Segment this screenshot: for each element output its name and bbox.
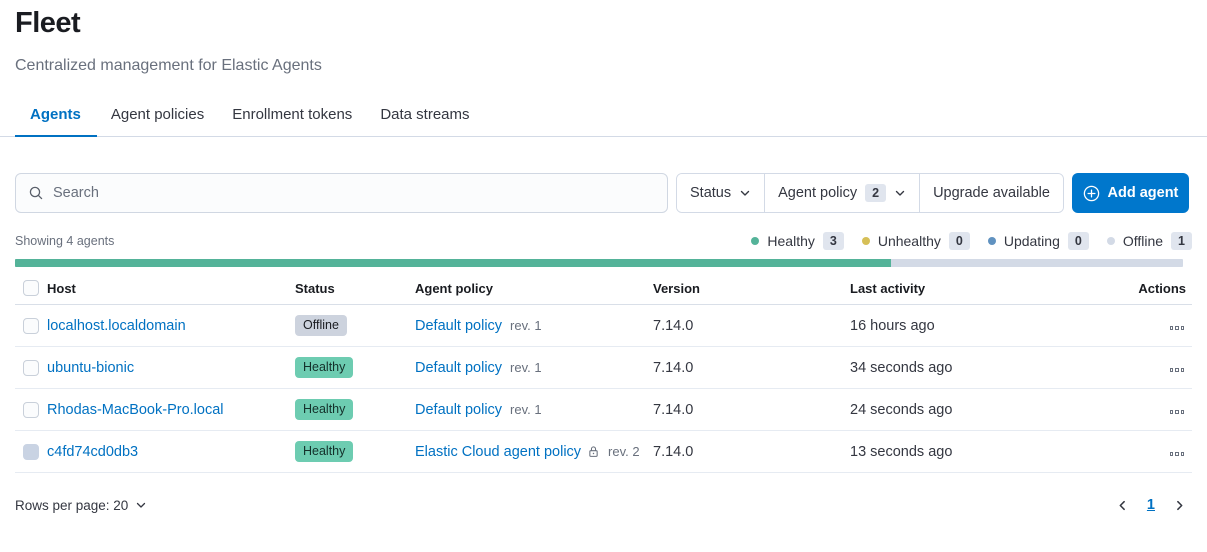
search-icon [28,185,44,201]
agent-policy-link[interactable]: Default policy [415,317,503,334]
legend-item-healthy: Healthy 3 [751,232,844,250]
rows-per-page-selector[interactable]: Rows per page: 20 [15,498,147,513]
status-badge: Healthy [295,356,354,379]
lock-icon [587,445,600,458]
page-number-1[interactable]: 1 [1141,495,1161,515]
filter-group: Status Agent policy 2 Upgrade available [676,173,1064,213]
unhealthy-count-badge: 0 [948,232,970,250]
legend-item-unhealthy: Unhealthy 0 [861,232,970,250]
legend-label: Updating [1003,233,1060,249]
column-header-version: Version [653,280,700,296]
agent-health-bar [15,259,1183,267]
agent-health-bar-fill [15,259,891,267]
agent-policy-filter-button[interactable]: Agent policy 2 [765,174,921,212]
version-cell: 7.14.0 [653,443,694,460]
tab-data-streams[interactable]: Data streams [380,106,470,123]
chevron-down-icon [135,499,147,511]
health-legend: Healthy 3 Unhealthy 0 Updating 0 Offline… [751,232,1192,250]
page-title: Fleet [15,7,81,39]
healthy-dot-icon [751,237,760,245]
status-filter-label: Status [690,185,732,201]
legend-item-offline: Offline 1 [1106,232,1192,250]
plus-circle-icon [1083,185,1100,202]
unhealthy-dot-icon [861,237,870,245]
row-actions-button[interactable] [1168,364,1187,376]
legend-item-updating: Updating 0 [987,232,1089,250]
tab-enrollment-tokens[interactable]: Enrollment tokens [232,106,353,123]
updating-count-badge: 0 [1067,232,1089,250]
policy-revision: rev. 1 [510,360,542,375]
status-badge: Offline [295,314,347,337]
row-checkbox [23,443,39,460]
tab-bar: Agents Agent policies Enrollment tokens … [0,98,1207,137]
table-row: ubuntu-bionic Healthy Default policy rev… [15,347,1192,389]
page-subtitle: Centralized management for Elastic Agent… [15,57,322,74]
chevron-down-icon [739,187,751,199]
add-agent-button[interactable]: Add agent [1071,173,1189,213]
agent-policy-filter-count: 2 [865,184,887,202]
agent-policy-filter-label: Agent policy [778,185,858,201]
agents-table: Host Status Agent policy Version Last ac… [0,272,1207,473]
healthy-count-badge: 3 [822,232,844,250]
status-badge: Healthy [295,398,354,421]
host-link[interactable]: localhost.localdomain [47,317,186,334]
agent-policy-link[interactable]: Default policy [415,359,503,376]
host-link[interactable]: c4fd74cd0db3 [47,443,139,460]
last-activity-cell: 24 seconds ago [850,401,953,418]
search-box[interactable] [15,173,668,213]
legend-label: Unhealthy [877,233,941,249]
legend-label: Offline [1122,233,1164,249]
policy-revision: rev. 2 [608,444,640,459]
previous-page-button[interactable] [1110,495,1135,516]
version-cell: 7.14.0 [653,317,694,334]
agent-policy-link[interactable]: Default policy [415,401,503,418]
last-activity-cell: 13 seconds ago [850,443,953,460]
search-input[interactable] [53,185,655,201]
table-row: c4fd74cd0db3 Healthy Elastic Cloud agent… [15,431,1192,473]
column-header-host: Host [47,280,76,296]
tab-agent-policies[interactable]: Agent policies [110,106,205,123]
column-header-actions: Actions [1138,280,1186,296]
offline-dot-icon [1106,237,1115,245]
table-row: Rhodas-MacBook-Pro.local Healthy Default… [15,389,1192,431]
table-header-row: Host Status Agent policy Version Last ac… [15,272,1192,305]
column-header-agent-policy: Agent policy [415,280,494,296]
showing-agents-count: Showing 4 agents [15,234,115,248]
version-cell: 7.14.0 [653,401,694,418]
upgrade-available-label: Upgrade available [933,185,1050,201]
host-link[interactable]: ubuntu-bionic [47,359,135,376]
pagination: 1 [1110,495,1192,516]
column-header-last-activity: Last activity [850,280,926,296]
upgrade-available-filter-button[interactable]: Upgrade available [920,174,1063,212]
chevron-down-icon [894,187,906,199]
toolbar: Status Agent policy 2 Upgrade available … [15,173,1192,213]
policy-revision: rev. 1 [510,318,542,333]
host-link[interactable]: Rhodas-MacBook-Pro.local [47,401,224,418]
agent-policy-link[interactable]: Elastic Cloud agent policy [415,443,582,460]
tab-agents[interactable]: Agents [15,98,97,137]
updating-dot-icon [987,237,996,245]
add-agent-label: Add agent [1107,185,1179,201]
row-checkbox[interactable] [23,317,39,334]
row-actions-button[interactable] [1168,448,1187,460]
next-page-button[interactable] [1167,495,1192,516]
status-filter-button[interactable]: Status [677,174,766,212]
policy-revision: rev. 1 [510,402,542,417]
row-actions-button[interactable] [1168,322,1187,334]
table-row: localhost.localdomain Offline Default po… [15,305,1192,347]
row-checkbox[interactable] [23,401,39,418]
row-actions-button[interactable] [1168,406,1187,418]
version-cell: 7.14.0 [653,359,694,376]
status-badge: Healthy [295,440,354,463]
rows-per-page-label: Rows per page: 20 [15,497,129,513]
last-activity-cell: 16 hours ago [850,317,935,334]
legend-label: Healthy [767,233,815,249]
select-all-checkbox[interactable] [23,280,39,296]
row-checkbox[interactable] [23,359,39,376]
last-activity-cell: 34 seconds ago [850,359,953,376]
column-header-status: Status [295,280,335,296]
offline-count-badge: 1 [1171,232,1192,250]
